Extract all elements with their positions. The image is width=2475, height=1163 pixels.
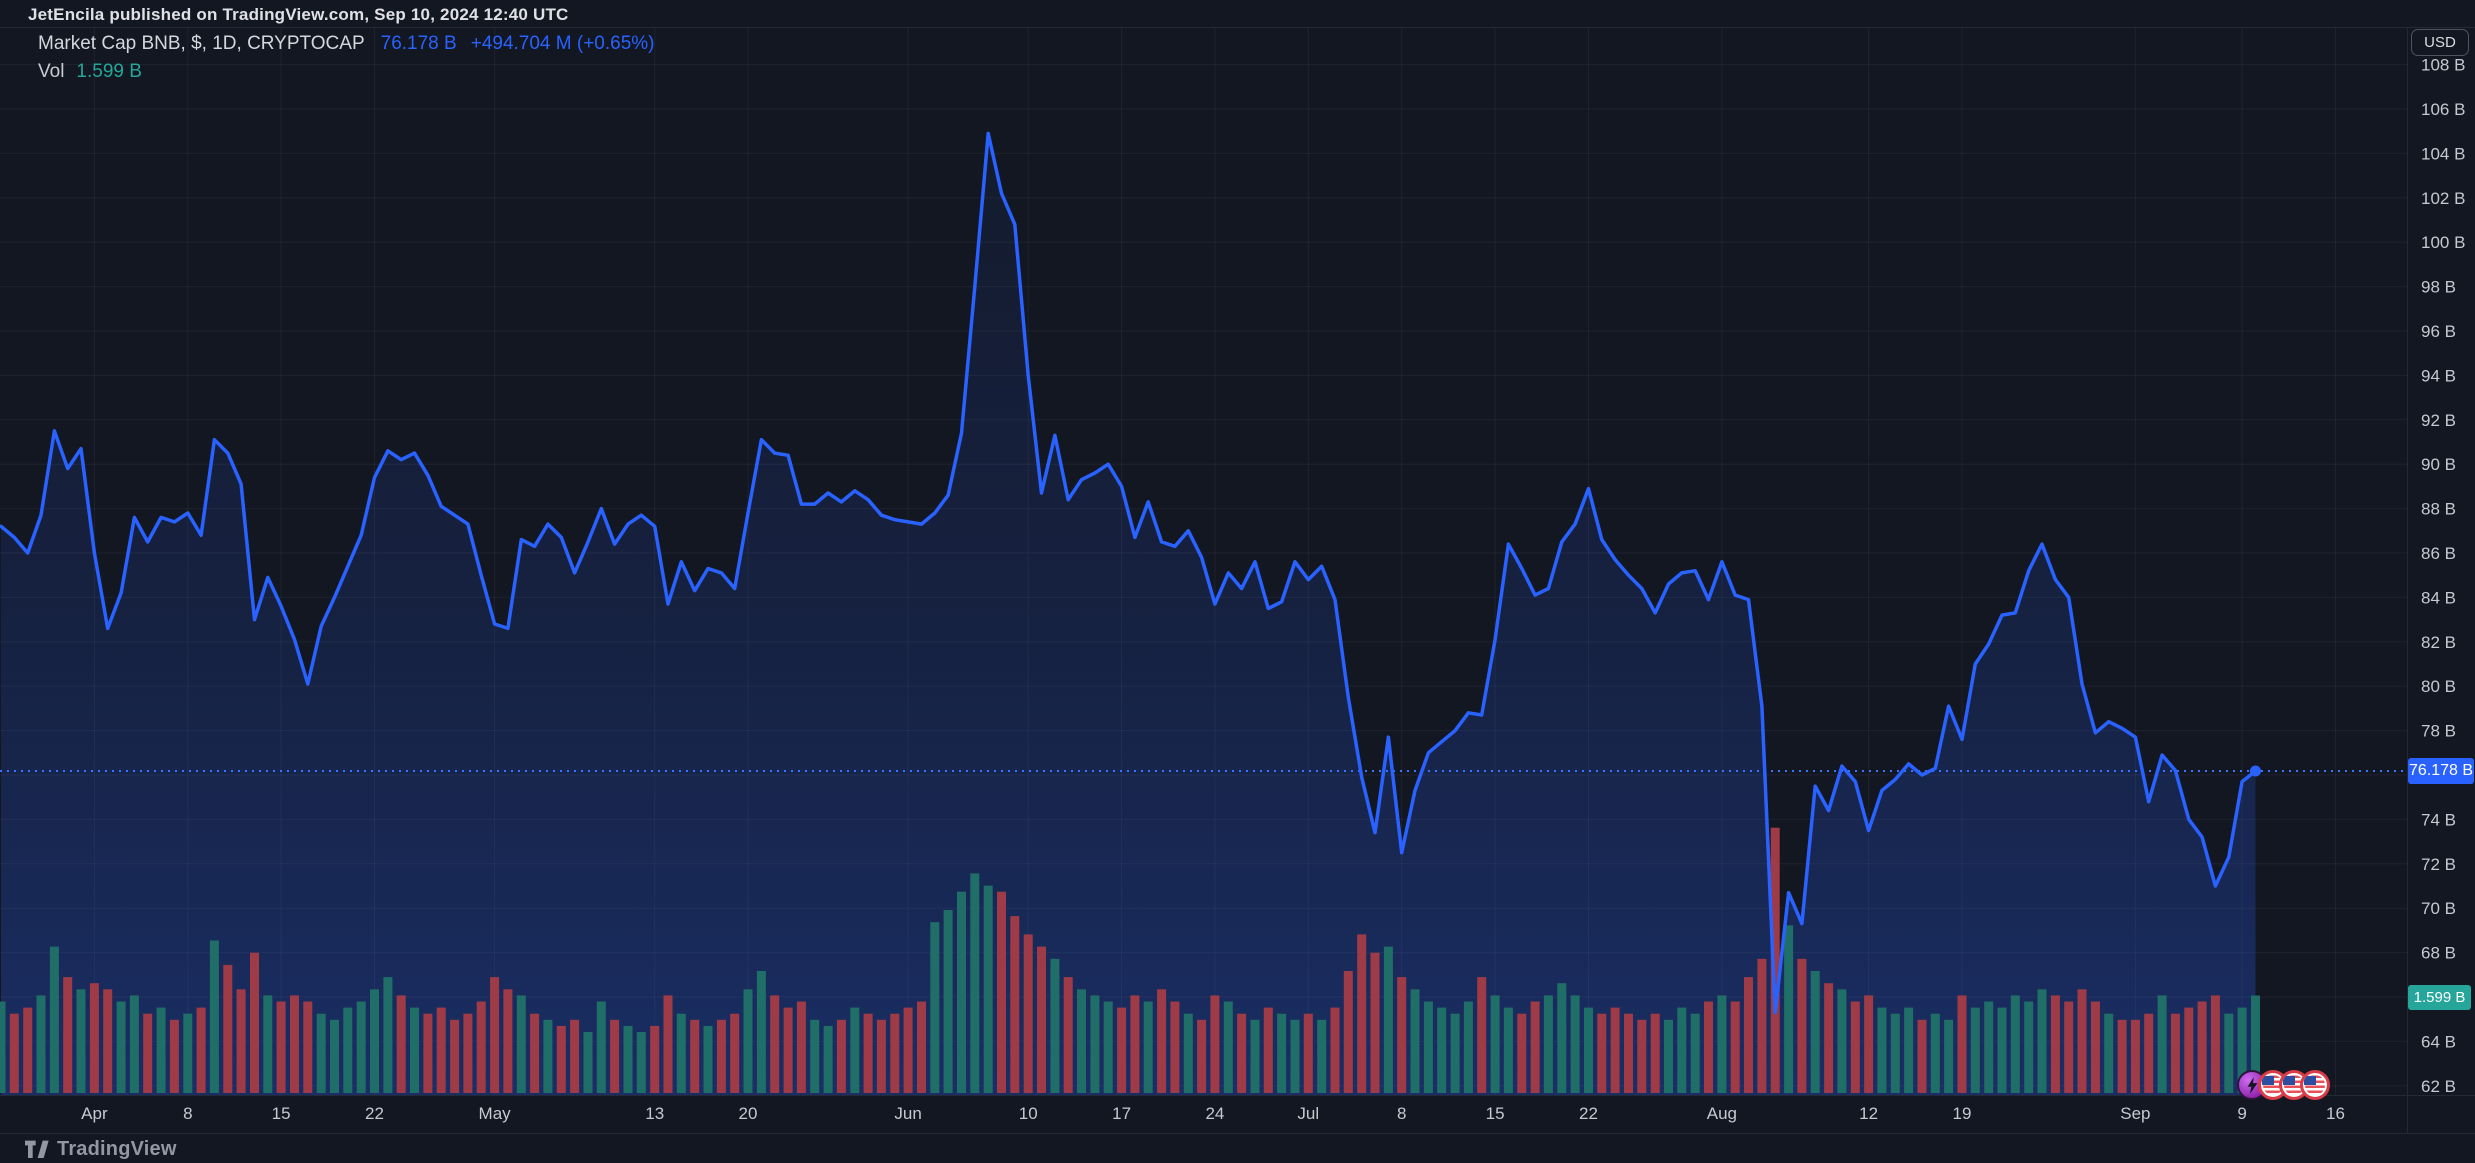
legend-last-price: 76.178 B [380,33,457,54]
chart-legend: Market Cap BNB, $, 1D, CRYPTOCAP 76.178 … [38,34,655,90]
time-axis[interactable] [0,1095,2407,1133]
legend-vol-label: Vol [38,61,65,82]
price-axis-labels: 108 B 106 B 104 B 102 B 100 B 98 B 96 B 94 B 92 … [2421,56,2465,1096]
svg-text:62 B: 62 B [2421,1077,2456,1096]
svg-text:Jun: Jun [894,1104,921,1123]
svg-text:May: May [479,1104,512,1123]
price-line [0,131,2258,1015]
timeline-event-markers [2237,1070,2330,1100]
svg-text:108 B: 108 B [2421,56,2465,75]
svg-text:90 B: 90 B [2421,455,2456,474]
svg-text:8: 8 [183,1104,192,1123]
svg-text:82 B: 82 B [2421,633,2456,652]
svg-text:86 B: 86 B [2421,544,2456,563]
symbol-title[interactable]: Market Cap BNB, $, 1D, CRYPTOCAP [38,33,365,54]
area-fill [1,133,2256,1095]
svg-text:12: 12 [1859,1104,1878,1123]
last-price-axis-badge: 76.178 B [2408,758,2474,784]
svg-text:100 B: 100 B [2421,233,2465,252]
svg-text:Aug: Aug [1707,1104,1737,1123]
time-axis-labels: Apr 8 15 22 May 13 20 Jun 10 17 24 Jul 8 15 22 Aug 12 19 S… [81,1104,2345,1123]
legend-symbol-row: Market Cap BNB, $, 1D, CRYPTOCAP 76.178 … [38,34,655,53]
svg-text:74 B: 74 B [2421,810,2456,829]
svg-text:78 B: 78 B [2421,722,2456,741]
chart-frame [0,27,2475,1134]
svg-text:98 B: 98 B [2421,278,2456,297]
svg-text:Apr: Apr [81,1104,108,1123]
price-axis[interactable] [2407,28,2475,1133]
volume-bars [0,827,2260,1094]
svg-text:92 B: 92 B [2421,411,2456,430]
tradingview-wordmark: TradingView [57,1138,177,1160]
svg-text:17: 17 [1112,1104,1131,1123]
svg-text:102 B: 102 B [2421,189,2465,208]
svg-text:80 B: 80 B [2421,677,2456,696]
legend-vol-value: 1.599 B [76,61,142,82]
svg-text:10: 10 [1019,1104,1038,1123]
svg-text:104 B: 104 B [2421,144,2465,163]
svg-text:24: 24 [1205,1104,1224,1123]
svg-text:106 B: 106 B [2421,100,2465,119]
svg-text:13: 13 [645,1104,664,1123]
svg-text:16: 16 [2326,1104,2345,1123]
last-price-dot [2250,765,2261,777]
svg-text:94 B: 94 B [2421,366,2456,385]
svg-text:72 B: 72 B [2421,855,2456,874]
tradingview-glyph-icon [25,1140,49,1158]
svg-text:96 B: 96 B [2421,322,2456,341]
svg-text:15: 15 [1486,1104,1505,1123]
svg-text:15: 15 [272,1104,291,1123]
svg-text:70 B: 70 B [2421,899,2456,918]
svg-text:Jul: Jul [1297,1104,1319,1123]
svg-text:68 B: 68 B [2421,944,2456,963]
us-flag-event-icon[interactable] [2300,1070,2330,1100]
svg-text:84 B: 84 B [2421,588,2456,607]
svg-text:88 B: 88 B [2421,500,2456,519]
svg-text:22: 22 [365,1104,384,1123]
legend-volume-row: Vol 1.599 B [38,62,655,81]
last-volume-axis-badge: 1.599 B [2408,985,2471,1010]
svg-text:20: 20 [739,1104,758,1123]
svg-text:8: 8 [1397,1104,1406,1123]
svg-text:Sep: Sep [2120,1104,2150,1123]
legend-change: +494.704 M (+0.65%) [470,33,655,54]
currency-toggle-button[interactable]: USD [2411,29,2469,56]
tradingview-logo[interactable]: TradingView [25,1138,177,1161]
publish-header: JetEncila published on TradingView.com, … [28,5,569,24]
svg-text:64 B: 64 B [2421,1032,2456,1051]
svg-text:19: 19 [1953,1104,1972,1123]
svg-text:22: 22 [1579,1104,1598,1123]
svg-text:9: 9 [2237,1104,2246,1123]
